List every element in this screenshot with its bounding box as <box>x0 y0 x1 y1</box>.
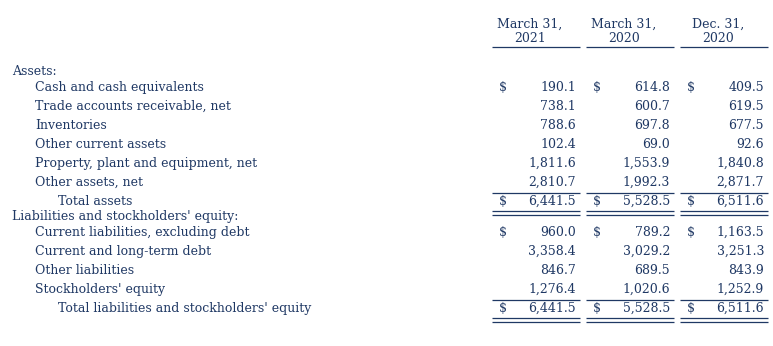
Text: Stockholders' equity: Stockholders' equity <box>35 283 165 296</box>
Text: 5,528.5: 5,528.5 <box>623 195 670 208</box>
Text: 1,252.9: 1,252.9 <box>717 283 764 296</box>
Text: $: $ <box>593 226 601 239</box>
Text: $: $ <box>499 195 507 208</box>
Text: $: $ <box>593 195 601 208</box>
Text: 788.6: 788.6 <box>540 119 576 132</box>
Text: 1,276.4: 1,276.4 <box>529 283 576 296</box>
Text: 843.9: 843.9 <box>728 264 764 277</box>
Text: 789.2: 789.2 <box>635 226 670 239</box>
Text: 1,020.6: 1,020.6 <box>622 283 670 296</box>
Text: 409.5: 409.5 <box>728 81 764 94</box>
Text: 689.5: 689.5 <box>635 264 670 277</box>
Text: 6,511.6: 6,511.6 <box>717 195 764 208</box>
Text: $: $ <box>499 302 507 315</box>
Text: Assets:: Assets: <box>12 65 56 78</box>
Text: 69.0: 69.0 <box>642 138 670 151</box>
Text: $: $ <box>593 81 601 94</box>
Text: $: $ <box>593 302 601 315</box>
Text: 2,871.7: 2,871.7 <box>717 176 764 189</box>
Text: 846.7: 846.7 <box>540 264 576 277</box>
Text: Current and long-term debt: Current and long-term debt <box>35 245 211 258</box>
Text: 1,840.8: 1,840.8 <box>717 157 764 170</box>
Text: 6,441.5: 6,441.5 <box>529 302 576 315</box>
Text: 1,553.9: 1,553.9 <box>622 157 670 170</box>
Text: $: $ <box>687 81 695 94</box>
Text: 697.8: 697.8 <box>635 119 670 132</box>
Text: $: $ <box>687 226 695 239</box>
Text: Property, plant and equipment, net: Property, plant and equipment, net <box>35 157 257 170</box>
Text: 3,358.4: 3,358.4 <box>529 245 576 258</box>
Text: 2,810.7: 2,810.7 <box>529 176 576 189</box>
Text: March 31,: March 31, <box>591 18 656 31</box>
Text: Cash and cash equivalents: Cash and cash equivalents <box>35 81 204 94</box>
Text: 1,163.5: 1,163.5 <box>717 226 764 239</box>
Text: 1,811.6: 1,811.6 <box>528 157 576 170</box>
Text: 2020: 2020 <box>702 32 734 45</box>
Text: 102.4: 102.4 <box>540 138 576 151</box>
Text: Other assets, net: Other assets, net <box>35 176 143 189</box>
Text: 960.0: 960.0 <box>540 226 576 239</box>
Text: 6,441.5: 6,441.5 <box>529 195 576 208</box>
Text: Other current assets: Other current assets <box>35 138 166 151</box>
Text: $: $ <box>687 302 695 315</box>
Text: Dec. 31,: Dec. 31, <box>692 18 744 31</box>
Text: 614.8: 614.8 <box>634 81 670 94</box>
Text: Trade accounts receivable, net: Trade accounts receivable, net <box>35 100 231 113</box>
Text: 2020: 2020 <box>608 32 640 45</box>
Text: March 31,: March 31, <box>497 18 563 31</box>
Text: 190.1: 190.1 <box>540 81 576 94</box>
Text: Other liabilities: Other liabilities <box>35 264 135 277</box>
Text: $: $ <box>499 81 507 94</box>
Text: $: $ <box>687 195 695 208</box>
Text: 738.1: 738.1 <box>540 100 576 113</box>
Text: 2021: 2021 <box>514 32 546 45</box>
Text: 3,251.3: 3,251.3 <box>717 245 764 258</box>
Text: 600.7: 600.7 <box>635 100 670 113</box>
Text: Total assets: Total assets <box>58 195 132 208</box>
Text: Total liabilities and stockholders' equity: Total liabilities and stockholders' equi… <box>58 302 312 315</box>
Text: 677.5: 677.5 <box>728 119 764 132</box>
Text: 619.5: 619.5 <box>728 100 764 113</box>
Text: Liabilities and stockholders' equity:: Liabilities and stockholders' equity: <box>12 210 238 223</box>
Text: Current liabilities, excluding debt: Current liabilities, excluding debt <box>35 226 250 239</box>
Text: 92.6: 92.6 <box>737 138 764 151</box>
Text: $: $ <box>499 226 507 239</box>
Text: Inventories: Inventories <box>35 119 107 132</box>
Text: 1,992.3: 1,992.3 <box>622 176 670 189</box>
Text: 6,511.6: 6,511.6 <box>717 302 764 315</box>
Text: 5,528.5: 5,528.5 <box>623 302 670 315</box>
Text: 3,029.2: 3,029.2 <box>622 245 670 258</box>
